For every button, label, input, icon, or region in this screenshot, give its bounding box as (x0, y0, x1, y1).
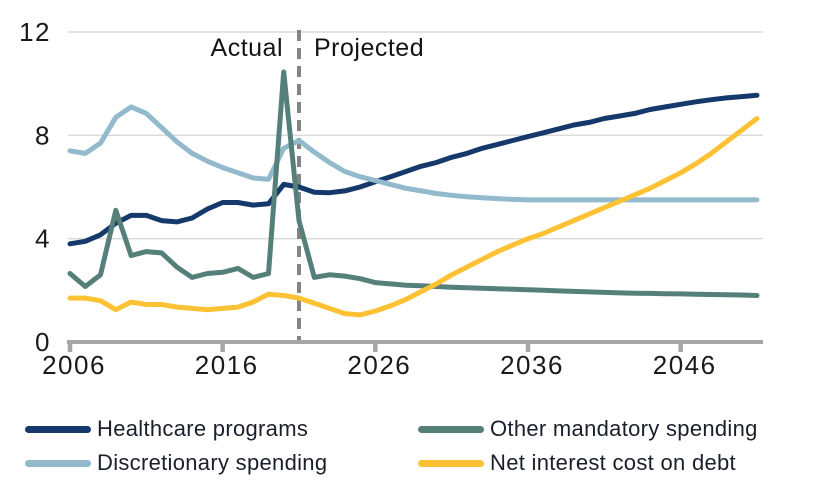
x-axis-label-2016: 2016 (195, 350, 259, 380)
legend-item-other-mandatory-spending: Other mandatory spending (418, 416, 758, 442)
legend-item-healthcare-programs: Healthcare programs (25, 416, 308, 442)
healthcare-line-swatch (25, 425, 91, 433)
series-line-net-interest-cost-on-debt (67, 116, 760, 318)
y-axis-label-12: 12 (19, 17, 51, 47)
actual-period-label: Actual (211, 34, 283, 62)
y-axis-label-0: 0 (35, 327, 51, 357)
series-line-other-mandatory-spending (67, 69, 760, 298)
discretionary-line-swatch (25, 459, 91, 467)
legend-label: Healthcare programs (97, 416, 309, 441)
projected-period-label: Projected (314, 34, 424, 62)
net-interest-line-swatch (418, 459, 484, 467)
x-axis-label-2026: 2026 (347, 350, 411, 380)
x-axis-label-2006: 2006 (42, 350, 106, 380)
x-axis-label-2036: 2036 (500, 350, 564, 380)
other-mandatory-line-swatch (418, 425, 484, 433)
legend-label: Net interest cost on debt (490, 450, 736, 475)
series-line-healthcare-programs (67, 92, 760, 247)
legend-label: Other mandatory spending (490, 416, 758, 441)
y-axis-label-4: 4 (35, 224, 51, 254)
series-line-discretionary-spending (67, 104, 760, 203)
legend: Healthcare programs Discretionary spendi… (0, 0, 819, 475)
legend-label: Discretionary spending (97, 450, 328, 475)
legend-item-net-interest: Net interest cost on debt (418, 450, 736, 476)
x-axis-label-2046: 2046 (653, 350, 717, 380)
legend-item-discretionary-spending: Discretionary spending (25, 450, 327, 476)
y-axis-label-8: 8 (35, 120, 51, 150)
